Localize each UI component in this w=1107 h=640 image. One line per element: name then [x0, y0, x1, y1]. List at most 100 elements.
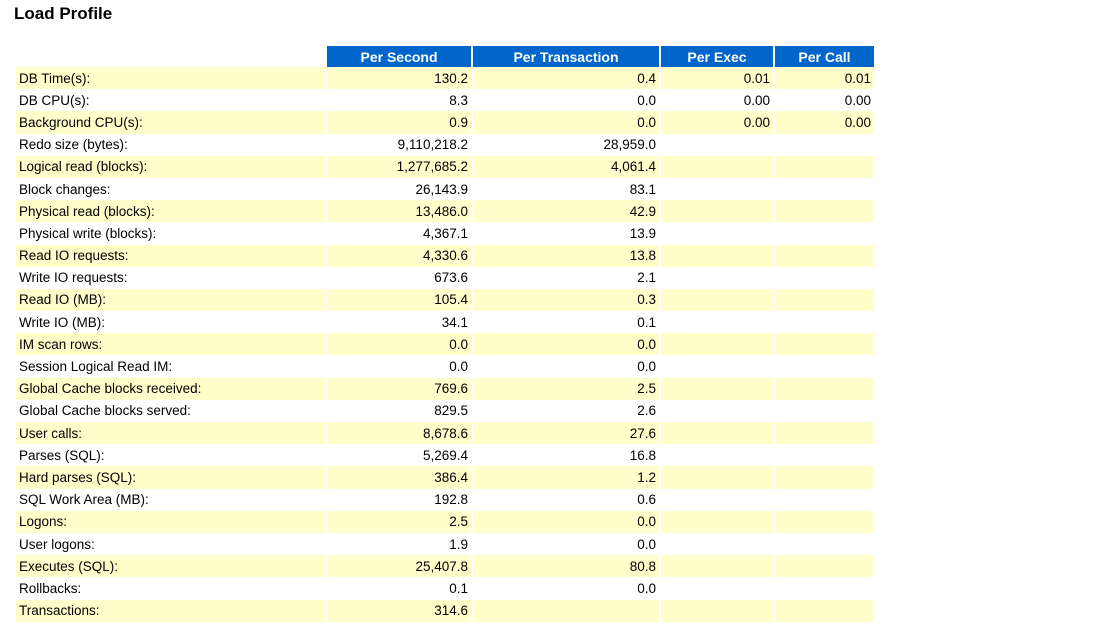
value-per-call [775, 222, 874, 245]
table-row: IM scan rows: 0.0 0.0 [16, 333, 874, 356]
value-per-call [775, 555, 874, 578]
table-row: User calls: 8,678.6 27.6 [16, 422, 874, 445]
table-header-row: Per Second Per Transaction Per Exec Per … [16, 46, 874, 67]
value-per-call [775, 532, 874, 556]
row-label: User calls: [16, 422, 325, 445]
row-label: DB CPU(s): [16, 89, 325, 112]
value-per-transaction: 0.0 [473, 89, 659, 112]
value-per-second: 0.0 [327, 333, 471, 356]
value-per-call [775, 577, 874, 600]
value-per-second: 0.0 [327, 355, 471, 378]
table-row: DB Time(s): 130.2 0.4 0.01 0.01 [16, 67, 874, 90]
value-per-exec [661, 288, 773, 312]
value-per-exec [661, 333, 773, 356]
value-per-exec [661, 422, 773, 445]
header-blank [16, 46, 325, 67]
value-per-transaction: 13.8 [473, 244, 659, 267]
table-row: Block changes: 26,143.9 83.1 [16, 177, 874, 201]
header-per-call: Per Call [775, 46, 874, 67]
value-per-second: 769.6 [327, 377, 471, 400]
row-label: Redo size (bytes): [16, 133, 325, 156]
table-row: Write IO (MB): 34.1 0.1 [16, 311, 874, 334]
value-per-exec [661, 488, 773, 511]
row-label: Read IO (MB): [16, 288, 325, 312]
table-row: Write IO requests: 673.6 2.1 [16, 266, 874, 289]
value-per-second: 8.3 [327, 89, 471, 112]
value-per-second: 192.8 [327, 488, 471, 511]
value-per-transaction: 0.0 [473, 532, 659, 556]
value-per-call [775, 244, 874, 267]
value-per-exec [661, 222, 773, 245]
table-row: Global Cache blocks received: 769.6 2.5 [16, 377, 874, 400]
value-per-call [775, 200, 874, 223]
value-per-exec [661, 155, 773, 178]
value-per-transaction: 80.8 [473, 555, 659, 578]
value-per-second: 8,678.6 [327, 422, 471, 445]
row-label: Global Cache blocks received: [16, 377, 325, 400]
value-per-call [775, 155, 874, 178]
value-per-exec [661, 266, 773, 289]
table-row: User logons: 1.9 0.0 [16, 532, 874, 556]
table-row: Parses (SQL): 5,269.4 16.8 [16, 444, 874, 467]
value-per-exec [661, 377, 773, 400]
value-per-exec [661, 200, 773, 223]
value-per-exec [661, 311, 773, 334]
value-per-second: 4,367.1 [327, 222, 471, 245]
table-row: Session Logical Read IM: 0.0 0.0 [16, 355, 874, 378]
value-per-exec [661, 510, 773, 533]
table-row: Redo size (bytes): 9,110,218.2 28,959.0 [16, 133, 874, 156]
value-per-transaction: 83.1 [473, 177, 659, 201]
value-per-second: 0.1 [327, 577, 471, 600]
value-per-second: 105.4 [327, 288, 471, 312]
value-per-exec [661, 133, 773, 156]
value-per-second: 0.9 [327, 111, 471, 134]
value-per-transaction: 27.6 [473, 422, 659, 445]
table-row: Logical read (blocks): 1,277,685.2 4,061.4 [16, 155, 874, 178]
value-per-call [775, 133, 874, 156]
value-per-exec: 0.00 [661, 111, 773, 134]
table-row: Read IO (MB): 105.4 0.3 [16, 288, 874, 312]
value-per-second: 34.1 [327, 311, 471, 334]
row-label: Session Logical Read IM: [16, 355, 325, 378]
row-label: Write IO (MB): [16, 311, 325, 334]
row-label: Global Cache blocks served: [16, 399, 325, 422]
value-per-call [775, 510, 874, 533]
table-row: Logons: 2.5 0.0 [16, 510, 874, 533]
value-per-call [775, 333, 874, 356]
value-per-call [775, 599, 874, 622]
value-per-second: 13,486.0 [327, 200, 471, 223]
value-per-second: 130.2 [327, 67, 471, 90]
value-per-exec [661, 177, 773, 201]
value-per-transaction: 0.0 [473, 577, 659, 600]
value-per-exec: 0.01 [661, 67, 773, 90]
value-per-call [775, 488, 874, 511]
value-per-call [775, 266, 874, 289]
value-per-transaction: 2.1 [473, 266, 659, 289]
value-per-transaction: 0.3 [473, 288, 659, 312]
row-label: Physical read (blocks): [16, 200, 325, 223]
value-per-call [775, 444, 874, 467]
table-body: DB Time(s): 130.2 0.4 0.01 0.01 DB CPU(s): 8.3… [16, 67, 874, 622]
value-per-transaction: 1.2 [473, 466, 659, 489]
value-per-second: 314.6 [327, 599, 471, 622]
value-per-call [775, 355, 874, 378]
value-per-call [775, 177, 874, 201]
value-per-second: 1,277,685.2 [327, 155, 471, 178]
value-per-exec [661, 399, 773, 422]
row-label: Hard parses (SQL): [16, 466, 325, 489]
table-row: Global Cache blocks served: 829.5 2.6 [16, 399, 874, 422]
table-row: Rollbacks: 0.1 0.0 [16, 577, 874, 600]
value-per-second: 673.6 [327, 266, 471, 289]
value-per-transaction: 2.6 [473, 399, 659, 422]
table-row: SQL Work Area (MB): 192.8 0.6 [16, 488, 874, 511]
value-per-call [775, 377, 874, 400]
header-per-exec: Per Exec [661, 46, 773, 67]
value-per-call [775, 466, 874, 489]
value-per-exec [661, 444, 773, 467]
value-per-transaction: 16.8 [473, 444, 659, 467]
table-row: Hard parses (SQL): 386.4 1.2 [16, 466, 874, 489]
value-per-call: 0.00 [775, 111, 874, 134]
row-label: User logons: [16, 532, 325, 556]
value-per-transaction: 0.0 [473, 333, 659, 356]
value-per-exec [661, 355, 773, 378]
